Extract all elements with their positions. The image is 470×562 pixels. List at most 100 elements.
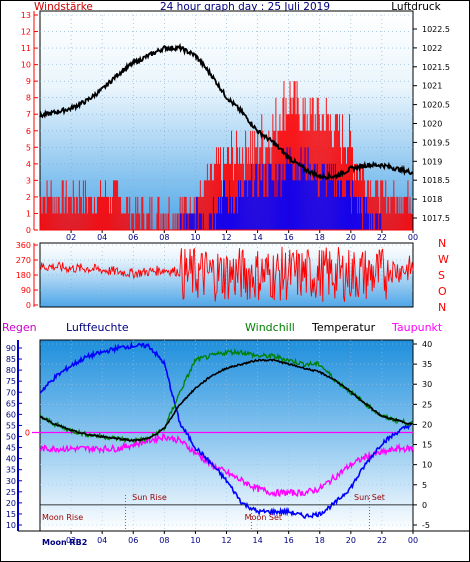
legend-regen: Regen xyxy=(2,321,37,334)
x-axis-tick-label: 10 xyxy=(190,233,200,242)
humidity-axis-tick-label: 10 xyxy=(6,521,16,530)
x-axis-tick-label: 18 xyxy=(315,233,325,242)
x-axis-tick-label: 00 xyxy=(408,536,418,545)
temperature-axis-tick-label: 0 xyxy=(422,501,427,510)
humidity-axis-tick-label: 45 xyxy=(6,444,16,453)
pressure-axis: 1017.5 1018 1018.5 1019 1019.5 1020 1020.5 1021… xyxy=(413,25,450,223)
humidity-axis-tick-label: 40 xyxy=(6,455,16,464)
pressure-axis-tick-label: 1018 xyxy=(422,195,442,204)
sunset-label: Sun Set xyxy=(354,493,385,502)
pressure-axis-tick-label: 1017.5 xyxy=(422,214,450,223)
humidity-axis-tick-label: 25 xyxy=(6,488,16,497)
wind-axis-tick-label: 2 xyxy=(26,193,31,202)
temperature-axis-tick-label: 30 xyxy=(422,380,432,389)
x-axis-tick-label: 10 xyxy=(190,536,200,545)
rain-zero-label: 0 xyxy=(25,428,30,437)
temperature-axis-tick-label: 40 xyxy=(422,340,432,349)
temperature-humidity-panel: 10 15 20 25 30 35 40 45 50 55 60 65 70 75 80 85 90 -5 0 5 1… xyxy=(6,339,432,547)
pressure-axis-tick-label: 1018.5 xyxy=(422,176,450,185)
moonrise-label: Moon Rise xyxy=(42,513,83,522)
pressure-axis-tick-label: 1019 xyxy=(422,157,442,166)
sunrise-label: Sun Rise xyxy=(132,493,167,502)
humidity-axis-tick-label: 30 xyxy=(6,477,16,486)
wind-axis-tick-label: 6 xyxy=(26,127,31,136)
temperature-axis-tick-label: 20 xyxy=(422,420,432,429)
x-axis-tick-label: 20 xyxy=(346,233,356,242)
x-axis-tick-label: 06 xyxy=(128,536,138,545)
humidity-axis-tick-label: 70 xyxy=(6,388,16,397)
wind-axis-tick-label: 10 xyxy=(21,61,31,70)
compass-label-n: N xyxy=(438,301,446,314)
humidity-axis-tick-label: 75 xyxy=(6,377,16,386)
temperature-axis-tick-label: 5 xyxy=(422,481,427,490)
temperature-axis-tick-label: 35 xyxy=(422,360,432,369)
sun-moon-markers: Sun Rise Sun Set Moon Rise Moon Set Moon RB2 xyxy=(42,493,385,547)
humidity-axis-tick-label: 65 xyxy=(6,399,16,408)
dewpoint-line xyxy=(39,433,414,498)
moonset-label: Moon Set xyxy=(245,513,282,522)
wind-pressure-x-axis: 02 04 06 08 10 12 14 16 18 20 22 00 xyxy=(66,230,418,242)
wind-axis-tick-label: 5 xyxy=(26,143,31,152)
humidity-axis-tick-label: 60 xyxy=(6,410,16,419)
x-axis-tick-label: 22 xyxy=(377,536,387,545)
wind-direction-series xyxy=(39,246,414,302)
temperature-axis-tick-label: 15 xyxy=(422,441,432,450)
pressure-axis-tick-label: 1020.5 xyxy=(422,101,450,110)
pressure-axis-tick-label: 1021 xyxy=(422,82,442,91)
legend-windchill: Windchill xyxy=(245,321,295,334)
x-axis-tick-label: 18 xyxy=(315,536,325,545)
moon-phase-label: Moon RB2 xyxy=(42,538,87,547)
wind-pressure-series xyxy=(39,42,414,231)
direction-axis-tick-label: 360 xyxy=(16,241,31,250)
wind-axis-tick-label: 11 xyxy=(21,44,31,53)
x-axis-tick-label: 14 xyxy=(252,536,262,545)
compass-label-o: O xyxy=(438,285,447,298)
pressure-line xyxy=(39,42,414,181)
compass-label-w: W xyxy=(438,253,449,266)
wind-axis-tick-label: 12 xyxy=(21,28,31,37)
x-axis-tick-label: 02 xyxy=(66,536,76,545)
humidity-axis-tick-label: 35 xyxy=(6,466,16,475)
humidity-line xyxy=(39,340,414,520)
x-axis-tick-label: 22 xyxy=(377,233,387,242)
pressure-axis-tick-label: 1020 xyxy=(422,120,442,129)
humidity-axis-tick-label: 90 xyxy=(6,344,16,353)
temperature-series xyxy=(32,340,414,520)
x-axis-tick-label: 00 xyxy=(408,233,418,242)
temperature-axis: -5 0 5 10 15 20 25 30 35 40 0 xyxy=(25,340,432,530)
wind-axis-tick-label: 9 xyxy=(26,77,31,86)
humidity-axis-tick-label: 85 xyxy=(6,355,16,364)
x-axis-tick-label: 04 xyxy=(97,536,107,545)
temperature-axis-tick-label: -5 xyxy=(422,521,430,530)
temperature-legend: Regen Luftfeuchte Windchill Temperatur T… xyxy=(2,321,443,334)
direction-axis-tick-label: 0 xyxy=(26,301,31,310)
wind-axis-tick-label: 1 xyxy=(26,209,31,218)
x-axis-tick-label: 16 xyxy=(284,536,294,545)
wind-direction-line xyxy=(39,246,414,302)
x-axis-tick-label: 16 xyxy=(284,233,294,242)
wind-direction-axis: 0 90 180 270 360 xyxy=(16,241,38,310)
x-axis-tick-label: 06 xyxy=(128,233,138,242)
humidity-axis-tick-label: 55 xyxy=(6,421,16,430)
compass-label-s: S xyxy=(438,269,445,282)
wind-axis-tick-label: 0 xyxy=(26,226,31,235)
direction-axis-tick-label: 270 xyxy=(16,256,31,265)
header-left: Windstärke xyxy=(34,1,93,13)
temperature-axis-tick-label: 10 xyxy=(422,461,432,470)
x-axis-tick-label: 12 xyxy=(221,536,231,545)
x-axis-tick-label: 02 xyxy=(66,233,76,242)
temperature-line xyxy=(39,358,414,442)
x-axis-tick-label: 12 xyxy=(221,233,231,242)
wind-axis-tick-label: 4 xyxy=(26,160,31,169)
humidity-axis-tick-label: 15 xyxy=(6,510,16,519)
pressure-axis-tick-label: 1022.5 xyxy=(422,25,450,34)
pressure-axis-tick-label: 1021.5 xyxy=(422,63,450,72)
temperature-x-axis: 02 04 06 08 10 12 14 16 18 20 22 00 xyxy=(66,531,418,545)
wind-pressure-grid xyxy=(40,11,413,231)
x-axis-tick-label: 08 xyxy=(159,233,169,242)
legend-luftfeuchte: Luftfeuchte xyxy=(66,321,129,334)
header-title: 24 hour graph day : 25 Juli 2019 xyxy=(160,1,330,13)
